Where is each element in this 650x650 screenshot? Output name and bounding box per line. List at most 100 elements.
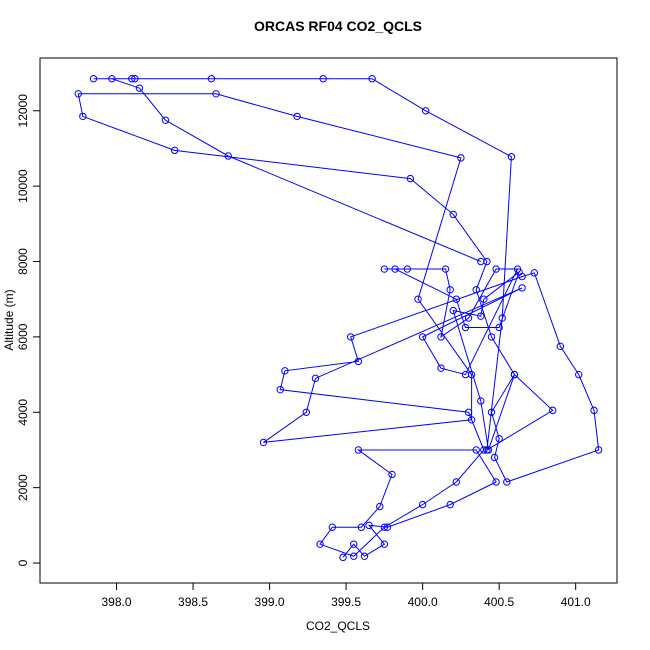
y-axis-title: Altitude (m) [2, 289, 16, 350]
data-point [368, 75, 376, 83]
data-point [503, 478, 511, 486]
x-tick-label: 400.0 [408, 595, 438, 609]
data-point [108, 75, 116, 83]
data-point [357, 523, 366, 531]
data-point [388, 470, 396, 479]
data-point [452, 295, 460, 303]
data-point [128, 75, 136, 83]
chart-title: ORCAS RF04 CO2_QCLS [254, 18, 422, 34]
data-point [350, 552, 358, 560]
data-point [311, 374, 320, 383]
data-point [446, 286, 454, 294]
data-point [281, 367, 289, 375]
data-point [212, 90, 220, 98]
data-point [487, 408, 496, 416]
y-tick-label: 2000 [16, 474, 30, 501]
data-point [376, 502, 384, 511]
data-point [350, 540, 358, 548]
data-point [575, 370, 583, 379]
data-point [79, 112, 87, 121]
data-point [207, 75, 216, 83]
data-point [480, 446, 488, 454]
data-point [346, 333, 355, 341]
data-point [461, 370, 470, 379]
data-point [556, 342, 565, 351]
data-point [418, 500, 427, 509]
data-point [594, 446, 603, 454]
data-point [391, 265, 399, 273]
data-point [477, 257, 485, 266]
data-point [461, 323, 470, 332]
data-point [464, 408, 473, 416]
data-point [418, 333, 427, 341]
data-point [492, 265, 500, 273]
data-point [507, 153, 516, 161]
x-tick-label: 398.0 [102, 595, 132, 609]
data-point [530, 269, 539, 277]
y-tick-label: 6000 [16, 323, 30, 350]
data-point [495, 434, 503, 443]
data-point [483, 446, 491, 454]
data-point [437, 364, 445, 372]
x-tick-label: 399.5 [331, 595, 361, 609]
data-point [74, 90, 82, 98]
x-tick-label: 400.5 [484, 595, 514, 609]
y-tick-label: 12000 [16, 94, 30, 128]
data-point [293, 112, 301, 121]
data-point [480, 295, 488, 303]
data-point [515, 268, 523, 276]
data-point [472, 286, 480, 294]
y-tick-label: 10000 [16, 169, 30, 203]
data-point [510, 370, 519, 379]
data-point [89, 75, 98, 83]
data-point [259, 438, 268, 447]
data-point [135, 84, 144, 92]
data-point [414, 295, 422, 303]
data-point [383, 523, 392, 531]
x-tick-label: 398.5 [178, 595, 208, 609]
data-point [161, 116, 170, 124]
data-point [477, 312, 485, 320]
data-point [477, 397, 485, 405]
x-tick-label: 401.0 [561, 595, 591, 609]
data-point [441, 265, 450, 273]
data-point [170, 146, 179, 155]
data-point [354, 446, 363, 454]
y-tick-label: 4000 [16, 399, 30, 426]
data-point [380, 265, 389, 273]
data-point [437, 333, 445, 341]
data-point [316, 540, 324, 548]
plot-frame [39, 57, 618, 584]
data-point [380, 540, 389, 548]
data-line [77, 78, 600, 558]
data-point [464, 314, 473, 322]
data-point [549, 406, 557, 415]
data-point [490, 453, 499, 462]
data-point [498, 314, 506, 322]
data-point [457, 154, 465, 162]
data-point [446, 500, 454, 509]
data-point [380, 523, 389, 531]
data-point [421, 107, 430, 115]
data-point [449, 210, 457, 219]
x-tick-label: 399.0 [255, 595, 285, 609]
data-point [449, 306, 457, 315]
data-point [492, 478, 500, 486]
data-point [403, 265, 412, 273]
data-point [354, 357, 363, 366]
data-point [487, 333, 496, 341]
x-axis-title: CO2_QCLS [306, 619, 370, 633]
data-point [472, 446, 480, 454]
y-tick-label: 0 [16, 559, 30, 566]
data-point [328, 523, 337, 531]
y-tick-label: 8000 [16, 248, 30, 275]
data-point [224, 152, 232, 160]
data-point [590, 406, 598, 415]
data-point [495, 323, 503, 332]
data-point [302, 408, 311, 416]
data-point [276, 385, 284, 394]
data-point [518, 284, 526, 292]
data-point [319, 75, 327, 83]
data-point [339, 553, 347, 562]
